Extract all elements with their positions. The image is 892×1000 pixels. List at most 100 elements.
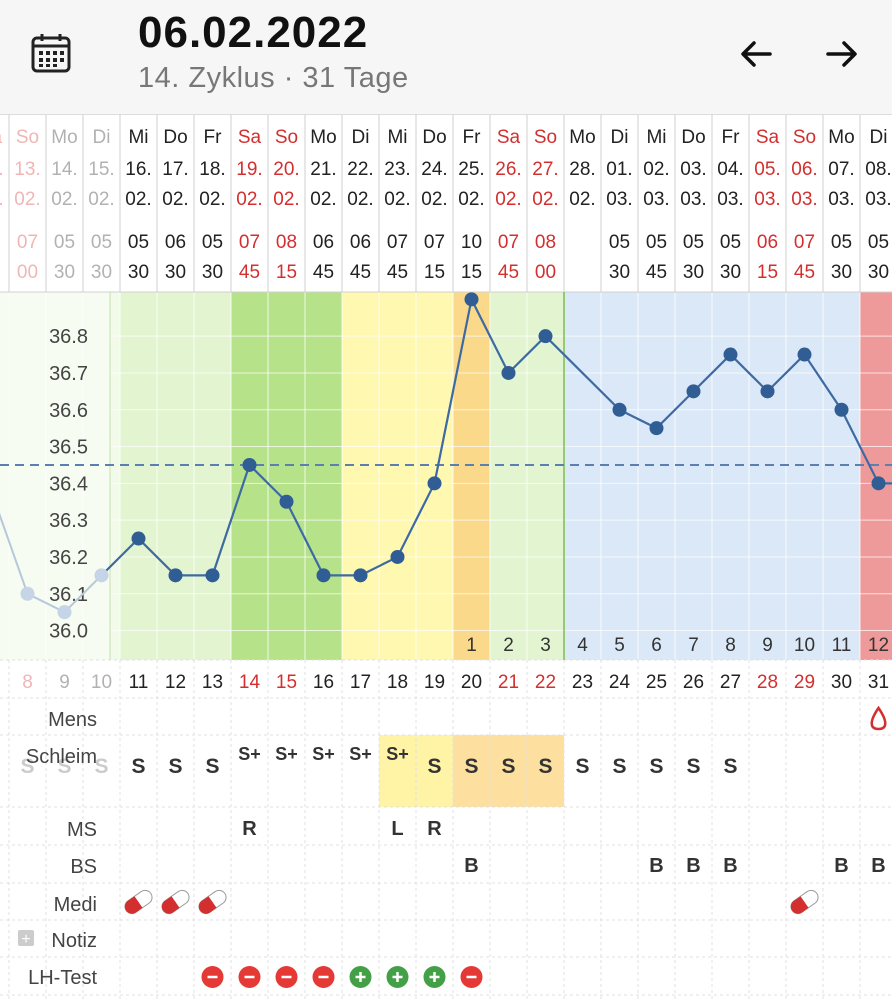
day-header-text: 07 [239, 232, 260, 253]
calendar-icon[interactable] [30, 32, 72, 74]
day-header-text: 05 [646, 232, 667, 253]
day-header-text: 07. [828, 159, 854, 180]
pill-icon [161, 889, 190, 915]
day-header-text: 30 [54, 262, 75, 283]
cycle-day-number: 13 [202, 672, 223, 693]
day-header-text: 06. [791, 159, 817, 180]
day-header-text: 30 [720, 262, 741, 283]
temperature-point [279, 494, 294, 509]
temperature-point [538, 329, 553, 344]
cycle-chart[interactable]: Sa 12. 02. 7 So 13. 02. 07 00 8 Mo 14. 02. 05 30 9 Di 15.… [0, 115, 892, 1000]
row-label-lh: LH-Test [28, 967, 97, 989]
day-header-text: 02. [88, 189, 114, 210]
notiz-add-icon: + [21, 931, 30, 948]
y-tick-label: 36.4 [49, 473, 88, 495]
day-header-text: 30 [831, 262, 852, 283]
y-tick-label: 36.5 [49, 437, 88, 459]
pill-icon [198, 889, 227, 915]
cycle-day-number: 25 [646, 672, 667, 693]
day-header-text: 27. [532, 159, 558, 180]
day-header-text: 08. [865, 159, 891, 180]
arrow-right-icon[interactable] [818, 30, 866, 78]
day-header-text: 30 [868, 262, 889, 283]
day-header-text: 45 [794, 262, 815, 283]
row-label-notiz: Notiz [51, 930, 97, 952]
day-header-text: 16. [125, 159, 151, 180]
temperature-point [686, 384, 701, 399]
cycle-day-number: 14 [239, 672, 261, 693]
ms-value: R [427, 818, 442, 840]
cycle-day-number: 26 [683, 672, 704, 693]
temperature-point [427, 476, 442, 491]
arrow-left-icon[interactable] [732, 30, 780, 78]
day-header-text: 30 [202, 262, 223, 283]
day-header-text: 05 [831, 232, 852, 253]
day-header-text: 30 [683, 262, 704, 283]
day-header-text: 07 [424, 232, 445, 253]
day-header-text: 03. [828, 189, 854, 210]
row-label-ms: MS [67, 819, 97, 841]
day-header-text: 05 [54, 232, 75, 253]
cycle-day-number: 11 [129, 672, 149, 693]
bs-value: B [871, 855, 885, 877]
row-label-medi: Medi [54, 894, 97, 916]
day-header-text: Mo [310, 127, 336, 148]
day-header-text: 45 [350, 262, 371, 283]
post-ovulation-count: 3 [540, 635, 551, 656]
day-header-text: 19. [236, 159, 262, 180]
day-header-text: 01. [606, 159, 632, 180]
phase-band [342, 292, 453, 660]
temperature-point [168, 568, 183, 583]
bs-value: B [649, 855, 663, 877]
cycle-day-number: 24 [609, 672, 631, 693]
cycle-day-number: 21 [498, 672, 519, 693]
day-header-text: 25. [458, 159, 484, 180]
day-header-text: Mi [387, 127, 407, 148]
day-header-text: 45 [646, 262, 667, 283]
post-ovulation-count: 5 [614, 635, 625, 656]
cycle-day-number: 20 [461, 672, 482, 693]
day-header-text: Mi [646, 127, 666, 148]
day-header-text: 30 [128, 262, 149, 283]
day-header-text: 03. [717, 189, 743, 210]
schleim-value: S [501, 755, 515, 778]
schleim-value: S [464, 755, 478, 778]
post-ovulation-count: 1 [466, 635, 477, 656]
schleim-value: S+ [312, 744, 335, 764]
post-ovulation-count: 4 [577, 635, 588, 656]
day-header-text: 02. [51, 189, 77, 210]
day-header-text: So [534, 127, 557, 148]
temperature-point [760, 384, 775, 399]
schleim-value: S+ [275, 744, 298, 764]
menstruation-drop-icon [870, 705, 887, 731]
temperature-point [57, 605, 72, 620]
schleim-value: S [612, 755, 626, 778]
pill-icon [790, 889, 819, 915]
y-tick-label: 36.0 [49, 621, 88, 643]
day-header-text: 02. [532, 189, 558, 210]
day-header-text: Sa [756, 127, 780, 148]
day-header-text: 02. [458, 189, 484, 210]
cycle-day-number: 30 [831, 672, 852, 693]
temperature-point [871, 476, 886, 491]
temperature-point [353, 568, 368, 583]
day-header-text: 03. [643, 189, 669, 210]
temperature-point [649, 421, 664, 436]
day-header-text: 30 [609, 262, 630, 283]
temperature-point [723, 347, 738, 362]
day-header-text: 04. [717, 159, 743, 180]
day-header-text: 02. [0, 189, 4, 210]
day-header-text: So [275, 127, 298, 148]
day-header-text: 05. [754, 159, 780, 180]
post-ovulation-count: 9 [762, 635, 773, 656]
day-header-text: 20. [273, 159, 299, 180]
day-header-text: 03. [680, 159, 706, 180]
day-header-text: 05 [720, 232, 741, 253]
day-header-text: 05 [868, 232, 889, 253]
phase-band [0, 292, 120, 660]
day-header-text: Di [870, 127, 888, 148]
schleim-value: S [20, 755, 34, 778]
post-ovulation-count: 10 [794, 635, 815, 656]
cycle-day-number: 23 [572, 672, 593, 693]
day-header-text: Fr [722, 127, 741, 148]
